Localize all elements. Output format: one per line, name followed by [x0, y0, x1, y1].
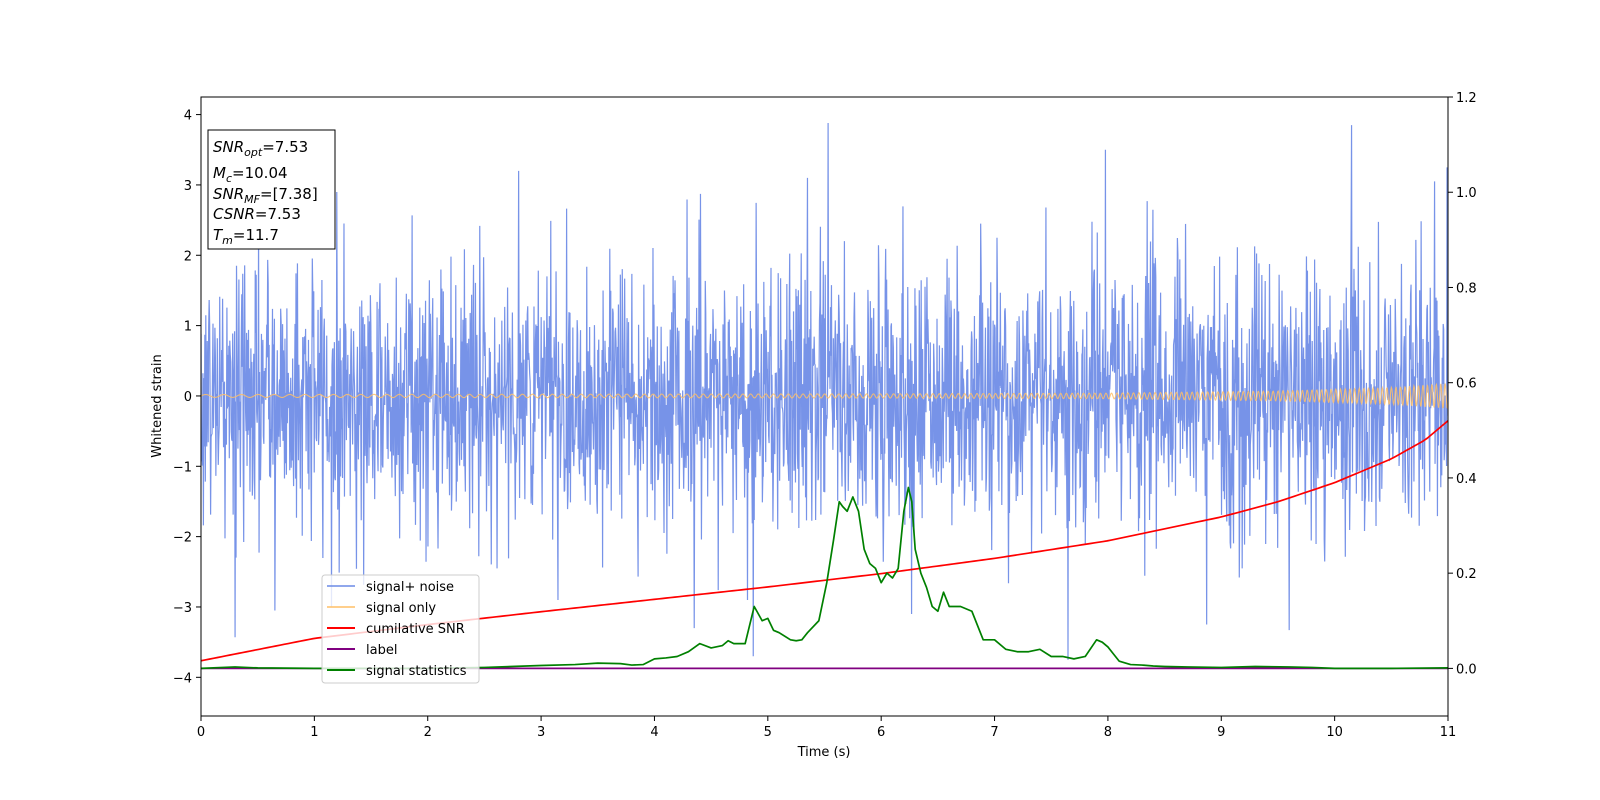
y2-tick-label: 0.4: [1456, 472, 1477, 487]
x-tick-label: 9: [1217, 725, 1225, 740]
x-tick-label: 1: [310, 725, 318, 740]
x-axis-label: Time (s): [797, 745, 851, 760]
legend-label: cumilative SNR: [366, 622, 465, 637]
y2-tick-label: 1.2: [1456, 91, 1477, 106]
legend-label: signal statistics: [366, 664, 467, 679]
legend-label: signal only: [366, 601, 436, 616]
annotation-frame: [207, 129, 336, 250]
series-line-signal-only: [201, 382, 1448, 410]
x-tick-label: 11: [1440, 725, 1457, 740]
signal-only-series-layer: [201, 382, 1448, 410]
y2-tick-label: 0.0: [1456, 662, 1477, 677]
annotation-line: SNRopt=7.53: [213, 138, 308, 159]
series-line-signal-noise: [201, 123, 1448, 660]
y-tick-label: 2: [184, 249, 192, 264]
x-tick-label: 8: [1104, 725, 1112, 740]
annotation-line: Tm=11.7: [213, 226, 279, 247]
y2-tick-label: 1.0: [1456, 186, 1477, 201]
y-tick-label: −3: [173, 601, 192, 616]
y-tick-label: 1: [184, 320, 192, 335]
y2-tick-label: 0.2: [1456, 567, 1477, 582]
y-tick-label: 0: [184, 390, 192, 405]
y2-tick-label: 0.8: [1456, 281, 1477, 296]
x-tick-label: 4: [650, 725, 658, 740]
legend-label: label: [366, 643, 397, 658]
y-tick-label: 3: [184, 179, 192, 194]
x-tick-label: 5: [764, 725, 772, 740]
y-tick-label: −1: [173, 460, 192, 475]
x-tick-label: 7: [990, 725, 998, 740]
annotation-line: CSNR=7.53: [213, 205, 301, 223]
legend-label: signal+ noise: [366, 580, 454, 595]
metrics-annotation-box: SNRopt=7.53 Mc=10.04SNRMF=[7.38]CSNR=7.53…: [207, 129, 336, 250]
y2-tick-label: 0.6: [1456, 377, 1477, 392]
x-tick-label: 3: [537, 725, 545, 740]
y-tick-label: −2: [173, 531, 192, 546]
annotation-line: Mc=10.04: [213, 164, 288, 185]
legend: signal+ noise signal only cumilative SNR la…: [321, 574, 480, 684]
y-axis-label: Whitened strain: [150, 354, 165, 457]
annotation-line: SNRMF=[7.38]: [213, 185, 318, 206]
legend-frame: [321, 574, 480, 684]
y-tick-label: 4: [184, 109, 192, 124]
x-tick-label: 6: [877, 725, 885, 740]
x-tick-label: 10: [1326, 725, 1343, 740]
y2-axis-ticks: 0.0 0.2 0.4 0.6 0.8 1.0 1.2: [1448, 91, 1477, 677]
noise-series-layer: [201, 123, 1448, 660]
y-axis-ticks: −4 −3 −2 −1 0 1 2 3 4: [173, 109, 201, 686]
x-tick-label: 2: [424, 725, 432, 740]
series-line-signal-statistics: [201, 486, 1448, 670]
x-axis-ticks: 0 1 2 3 4 5 6 7 8 9 10 11: [197, 716, 1456, 740]
plot-frame: [200, 96, 1449, 717]
x-tick-label: 0: [197, 725, 205, 740]
y-tick-label: −4: [173, 671, 192, 686]
